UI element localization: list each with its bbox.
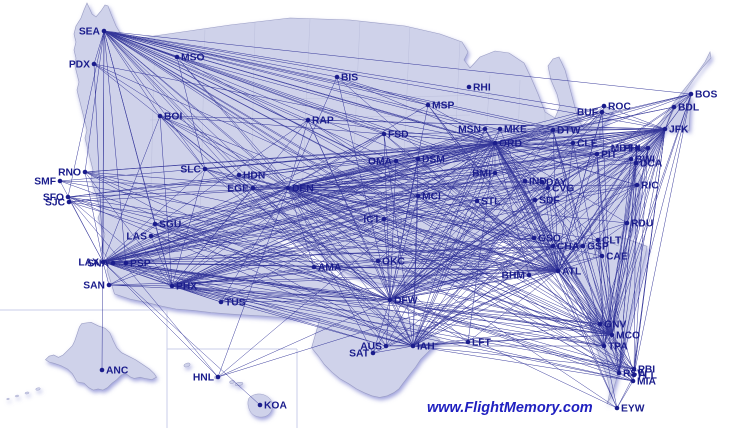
svg-text:BIS: BIS [341, 73, 358, 84]
svg-text:ATL: ATL [562, 267, 581, 278]
svg-text:RNO: RNO [58, 168, 81, 179]
svg-text:JFK: JFK [669, 125, 689, 136]
svg-text:TPA: TPA [608, 342, 628, 353]
svg-text:BMI: BMI [472, 169, 491, 180]
svg-text:HNL: HNL [193, 373, 214, 384]
svg-text:MSN: MSN [458, 125, 481, 136]
svg-text:MCO: MCO [616, 331, 640, 342]
svg-text:DTW: DTW [557, 126, 581, 137]
svg-text:MKE: MKE [504, 125, 527, 136]
svg-text:ROC: ROC [608, 102, 631, 113]
svg-text:IAH: IAH [417, 342, 435, 353]
svg-text:SNA: SNA [87, 259, 109, 270]
svg-text:SGU: SGU [159, 220, 181, 231]
svg-text:BOI: BOI [164, 112, 182, 123]
svg-text:OMA: OMA [368, 157, 393, 168]
svg-text:EYW: EYW [621, 404, 645, 415]
svg-text:AMA: AMA [318, 263, 342, 274]
svg-text:IND: IND [529, 177, 547, 188]
svg-text:SAT: SAT [349, 349, 370, 360]
svg-text:LFT: LFT [472, 338, 492, 349]
svg-text:SMF: SMF [34, 177, 56, 188]
svg-text:www.FlightMemory.com: www.FlightMemory.com [427, 400, 593, 416]
svg-text:ANC: ANC [106, 366, 129, 377]
svg-text:MSP: MSP [432, 101, 454, 112]
svg-text:DCA: DCA [640, 159, 663, 170]
svg-text:ICT: ICT [363, 215, 380, 226]
svg-text:EGE: EGE [227, 184, 249, 195]
svg-text:SAN: SAN [83, 281, 105, 292]
svg-text:BUF: BUF [577, 108, 598, 119]
svg-text:RAP: RAP [312, 116, 334, 127]
svg-text:BOS: BOS [695, 90, 717, 101]
svg-text:CLE: CLE [577, 139, 598, 150]
svg-text:RHI: RHI [473, 83, 491, 94]
svg-text:DEN: DEN [292, 184, 314, 195]
svg-text:DSM: DSM [422, 155, 445, 166]
svg-text:PHL: PHL [623, 144, 644, 155]
svg-text:SLC: SLC [180, 165, 201, 176]
svg-text:CHA: CHA [557, 242, 580, 253]
svg-text:MSO: MSO [181, 53, 204, 64]
svg-text:HDN: HDN [243, 171, 265, 182]
svg-text:MIA: MIA [637, 377, 656, 388]
svg-text:MCI: MCI [422, 192, 441, 203]
svg-text:PSP: PSP [130, 259, 151, 270]
svg-text:RDU: RDU [631, 219, 653, 230]
svg-text:GNV: GNV [604, 320, 626, 331]
svg-text:BHM: BHM [502, 271, 525, 282]
svg-text:CVG: CVG [552, 184, 574, 195]
svg-text:RIC: RIC [641, 181, 659, 192]
svg-text:SDF: SDF [539, 196, 560, 207]
svg-text:TUS: TUS [225, 298, 246, 309]
svg-text:FSD: FSD [388, 130, 409, 141]
svg-text:OKC: OKC [382, 257, 405, 268]
svg-text:STL: STL [481, 197, 500, 208]
svg-text:PDX: PDX [69, 60, 90, 71]
svg-text:CAE: CAE [606, 252, 628, 263]
svg-text:SEA: SEA [79, 27, 101, 38]
svg-text:DFW: DFW [394, 296, 418, 307]
svg-text:ORD: ORD [499, 139, 522, 150]
svg-text:KOA: KOA [264, 401, 287, 412]
svg-text:LAS: LAS [126, 232, 147, 243]
svg-text:PHX: PHX [176, 282, 197, 293]
svg-text:SJC: SJC [45, 198, 66, 209]
svg-text:BDL: BDL [678, 103, 699, 114]
